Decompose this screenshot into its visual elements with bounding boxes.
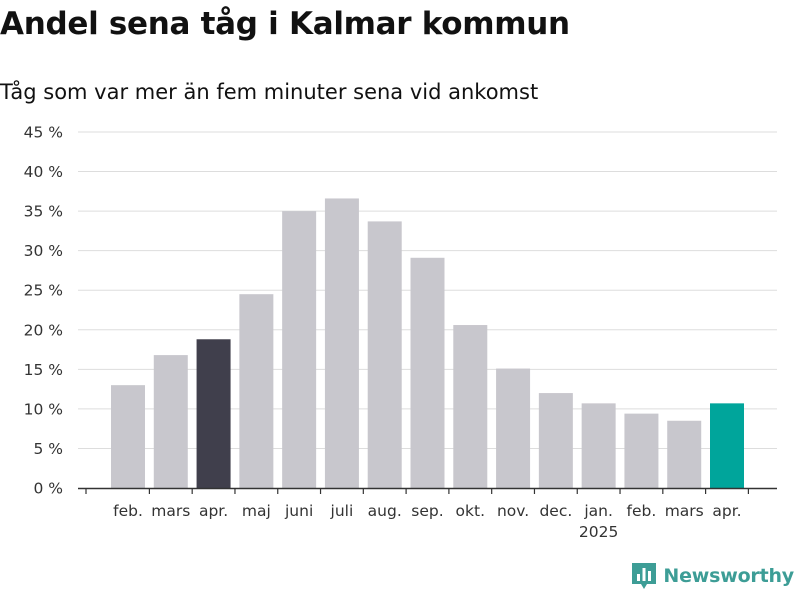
x-tick-label: apr. <box>199 502 228 520</box>
bar <box>496 368 531 488</box>
y-tick-label: 35 % <box>24 203 63 221</box>
x-tick-label: juni <box>284 502 313 520</box>
bar <box>282 211 317 488</box>
x-tick-label: feb. <box>627 502 657 520</box>
y-axis-tick-labels: 0 % 5 % 10 % 15 % 20 % 25 % 30 % 35 % 40 % 45 % <box>24 124 63 498</box>
y-tick-label: 25 % <box>24 282 63 300</box>
bar <box>196 339 231 488</box>
y-tick-label: 30 % <box>24 242 63 260</box>
x-tick-label: sep. <box>411 502 443 520</box>
x-tick-label: juli <box>330 502 354 520</box>
y-tick-label: 0 % <box>33 480 63 498</box>
bar <box>581 403 616 488</box>
bar <box>410 257 445 488</box>
x-tick-label: mars <box>665 502 704 520</box>
bar <box>710 403 744 488</box>
bars <box>111 198 744 488</box>
bar <box>111 385 145 488</box>
bar <box>239 294 274 488</box>
x-tick-label: feb. <box>113 502 143 520</box>
y-tick-label: 20 % <box>24 321 63 339</box>
newsworthy-logo-icon <box>632 563 657 589</box>
x-tick-label: okt. <box>456 502 485 520</box>
bar <box>153 355 188 488</box>
x-tick-label: aug. <box>368 502 402 520</box>
bar <box>453 325 488 488</box>
chart-subtitle: Tåg som var mer än fem minuter sena vid … <box>0 80 539 104</box>
x-tick-label: mars <box>151 502 190 520</box>
x-axis-tick-labels: feb. mars apr. maj juni juli aug. sep. okt. nov. d… <box>113 502 741 541</box>
bar <box>667 420 702 488</box>
x-tick-label: apr. <box>712 502 741 520</box>
x-axis <box>78 487 777 494</box>
y-tick-label: 10 % <box>24 400 63 418</box>
bar <box>624 413 659 488</box>
y-tick-label: 45 % <box>24 124 63 142</box>
y-tick-label: 5 % <box>33 440 63 458</box>
bar <box>538 393 573 488</box>
bar <box>367 221 402 488</box>
y-tick-label: 40 % <box>24 163 63 181</box>
chart-title: Andel sena tåg i Kalmar kommun <box>0 6 570 42</box>
x-tick-label: nov. <box>497 502 529 520</box>
y-tick-label: 15 % <box>24 361 63 379</box>
x-tick-label: jan. <box>583 502 613 520</box>
bar <box>324 198 359 488</box>
x-year-label: 2025 <box>579 523 618 541</box>
newsworthy-brand: Newsworthy <box>631 562 794 590</box>
x-tick-label: dec. <box>539 502 572 520</box>
brand-name: Newsworthy <box>663 565 794 587</box>
x-tick-label: maj <box>242 502 271 520</box>
